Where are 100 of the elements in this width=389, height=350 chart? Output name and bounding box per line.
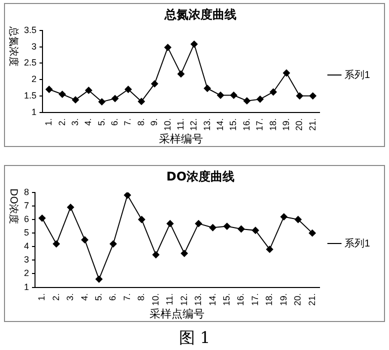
x-tick-label: 5. bbox=[96, 118, 106, 126]
x-tick-label: 3. bbox=[65, 293, 76, 301]
point bbox=[166, 220, 174, 228]
point bbox=[112, 95, 119, 102]
x-tick-label: 10. bbox=[162, 118, 172, 131]
y-tick-label: 1.5 bbox=[24, 90, 37, 100]
y-tick-label: 2.5 bbox=[24, 58, 37, 68]
point bbox=[243, 97, 250, 104]
y-axis-title: 总氮浓度 bbox=[7, 25, 20, 66]
x-tick-label: 21. bbox=[306, 293, 317, 306]
x-axis-title: 采样编号 bbox=[158, 132, 203, 146]
point bbox=[67, 204, 74, 211]
x-tick-label: 5. bbox=[93, 293, 104, 301]
x-tick-label: 20. bbox=[294, 118, 304, 131]
y-tick-label: 2 bbox=[24, 268, 30, 278]
y-tick-label: 4 bbox=[24, 241, 30, 252]
point bbox=[190, 40, 198, 48]
point bbox=[164, 44, 172, 51]
x-tick-label: 17. bbox=[250, 293, 260, 306]
point bbox=[85, 86, 92, 94]
y-tick-label: 3.5 bbox=[24, 24, 37, 35]
point bbox=[46, 86, 53, 93]
point bbox=[296, 92, 304, 100]
point bbox=[270, 88, 277, 96]
y-tick-label: 1 bbox=[24, 282, 30, 292]
legend-label: 系列1 bbox=[344, 237, 370, 250]
x-tick-label: 9. bbox=[149, 118, 160, 126]
point bbox=[282, 69, 290, 76]
x-tick-label: 10. bbox=[150, 293, 160, 306]
x-axis-title: 采样点编号 bbox=[150, 307, 205, 320]
x-tick-label: 6. bbox=[108, 293, 118, 301]
x-tick-label: 17. bbox=[254, 118, 265, 131]
point bbox=[96, 276, 103, 283]
point bbox=[280, 213, 288, 220]
point bbox=[204, 84, 211, 92]
point bbox=[177, 70, 184, 78]
point bbox=[195, 220, 202, 228]
x-tick-label: 1. bbox=[44, 118, 54, 126]
point bbox=[38, 214, 46, 222]
chart-title: DO浓度曲线 bbox=[166, 169, 235, 184]
x-tick-label: 14. bbox=[215, 118, 226, 131]
x-tick-label: 19. bbox=[278, 293, 288, 306]
point bbox=[98, 98, 106, 106]
point bbox=[238, 226, 245, 232]
point bbox=[256, 96, 264, 103]
point bbox=[309, 92, 316, 100]
y-tick-label: 5 bbox=[24, 228, 30, 238]
point bbox=[294, 216, 302, 224]
y-tick-label: 7 bbox=[24, 200, 30, 210]
y-tick-label: 3 bbox=[24, 254, 30, 265]
x-tick-label: 21. bbox=[307, 118, 318, 131]
legend-label: 系列1 bbox=[344, 68, 370, 81]
x-tick-label: 16. bbox=[241, 118, 252, 131]
x-tick-label: 1. bbox=[36, 293, 47, 301]
point bbox=[224, 222, 230, 230]
x-tick-label: 19. bbox=[280, 118, 291, 131]
x-tick-label: 16. bbox=[236, 293, 246, 306]
x-tick-label: 6. bbox=[110, 118, 120, 126]
x-tick-label: 8. bbox=[136, 293, 146, 301]
y-tick-label: 2 bbox=[31, 74, 37, 84]
x-tick-label: 18. bbox=[264, 293, 274, 306]
point bbox=[180, 250, 188, 257]
chart-title: 总氮浓度曲线 bbox=[164, 7, 236, 22]
x-tick-label: 3. bbox=[70, 118, 80, 126]
point bbox=[124, 86, 132, 93]
y-tick-label: 3 bbox=[31, 41, 37, 52]
x-tick-label: 13. bbox=[202, 118, 212, 131]
point bbox=[217, 92, 224, 99]
x-tick-label: 2. bbox=[56, 118, 67, 126]
point bbox=[209, 224, 216, 232]
point bbox=[52, 240, 60, 248]
point bbox=[81, 236, 88, 244]
x-tick-label: 7. bbox=[122, 118, 133, 126]
caption: 图 1 bbox=[178, 328, 212, 349]
x-tick-label: 4. bbox=[83, 118, 94, 126]
point bbox=[72, 96, 79, 104]
point bbox=[124, 192, 131, 199]
x-tick-label: 14. bbox=[207, 293, 218, 306]
point bbox=[308, 230, 316, 237]
point bbox=[138, 98, 145, 105]
point bbox=[138, 216, 146, 224]
x-tick-label: 2. bbox=[50, 293, 61, 301]
x-tick-label: 8. bbox=[136, 118, 146, 126]
y-tick-label: 6 bbox=[24, 214, 30, 224]
point bbox=[152, 251, 160, 258]
x-tick-label: 15. bbox=[228, 118, 238, 131]
point bbox=[151, 80, 158, 88]
y-tick-label: 1 bbox=[31, 106, 37, 117]
x-tick-label: 4. bbox=[79, 293, 90, 301]
x-tick-label: 20. bbox=[292, 293, 303, 306]
x-tick-label: 12. bbox=[188, 118, 199, 131]
x-tick-label: 18. bbox=[268, 118, 278, 131]
x-tick-label: 12. bbox=[178, 293, 189, 306]
x-tick-label: 15. bbox=[221, 293, 232, 306]
y-tick-label: 8 bbox=[24, 186, 30, 197]
x-tick-label: 11. bbox=[175, 118, 186, 130]
y-axis-title: DO浓度 bbox=[7, 188, 20, 224]
point bbox=[252, 226, 259, 234]
x-tick-label: 11. bbox=[164, 293, 175, 306]
point bbox=[58, 90, 66, 98]
